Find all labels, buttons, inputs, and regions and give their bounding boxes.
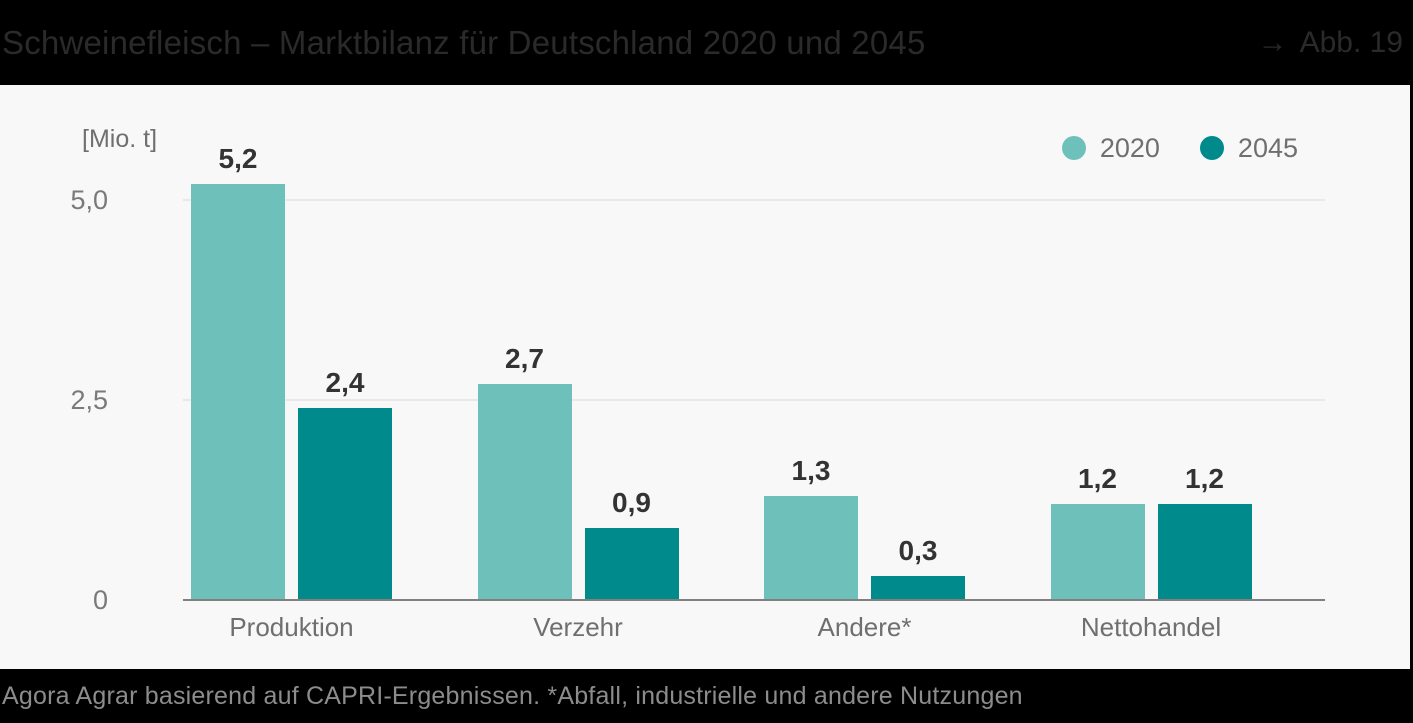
bar-2045-Verzehr bbox=[584, 528, 679, 600]
y-axis-unit-label: [Mio. t] bbox=[82, 125, 158, 153]
bar-value-2020-Andere*: 1,3 bbox=[791, 455, 831, 486]
x-axis-label-Produktion: Produktion bbox=[229, 612, 354, 642]
bar-2020-Andere* bbox=[764, 496, 858, 600]
figure-reference: → Abb. 19 bbox=[1258, 26, 1403, 60]
gridline-5,0 bbox=[183, 199, 1325, 201]
legend-label-2020: 2020 bbox=[1099, 132, 1160, 163]
bar-value-2020-Produktion: 5,2 bbox=[218, 143, 258, 174]
legend-label-2045: 2045 bbox=[1237, 132, 1298, 163]
bar-value-2045-Produktion: 2,4 bbox=[325, 367, 365, 398]
x-axis-label-Nettohandel: Nettohandel bbox=[1080, 612, 1222, 642]
gridline-2,5 bbox=[183, 399, 1325, 401]
bar-2045-Nettohandel bbox=[1157, 504, 1252, 600]
bar-value-2020-Verzehr: 2,7 bbox=[505, 343, 544, 374]
x-axis-label-Verzehr: Verzehr bbox=[533, 612, 623, 642]
footer-bar: Agora Agrar basierend auf CAPRI-Ergebnis… bbox=[0, 669, 1413, 723]
figure-reference-label: Abb. 19 bbox=[1299, 25, 1403, 59]
bar-2020-Produktion bbox=[191, 184, 285, 600]
y-tick-label-0: 0 bbox=[92, 585, 108, 615]
bar-value-2045-Nettohandel: 1,2 bbox=[1185, 463, 1224, 494]
legend-item-2020: 2020 bbox=[1061, 132, 1160, 164]
chart-title: Schweinefleisch – Marktbilanz für Deutsc… bbox=[2, 23, 926, 61]
legend-swatch-icon-2020 bbox=[1061, 136, 1086, 160]
bar-2020-Nettohandel bbox=[1050, 504, 1145, 600]
page-right-border-line bbox=[1410, 0, 1413, 723]
arrow-right-icon: → bbox=[1257, 25, 1288, 59]
bar-value-2045-Andere*: 0,3 bbox=[898, 535, 938, 566]
y-tick-label-5,0: 5,0 bbox=[70, 185, 108, 215]
bar-2045-Produktion bbox=[298, 408, 392, 600]
x-axis-label-Andere*: Andere* bbox=[817, 612, 912, 642]
source-note: Agora Agrar basierend auf CAPRI-Ergebnis… bbox=[2, 681, 1023, 710]
legend-item-2045: 2045 bbox=[1199, 132, 1298, 164]
bar-value-2020-Nettohandel: 1,2 bbox=[1078, 463, 1117, 494]
bar-value-2045-Verzehr: 0,9 bbox=[612, 487, 651, 518]
legend-swatch-icon-2045 bbox=[1199, 136, 1224, 160]
header-bar: Schweinefleisch – Marktbilanz für Deutsc… bbox=[0, 0, 1413, 85]
bar-2020-Verzehr bbox=[477, 384, 572, 600]
y-tick-label-2,5: 2,5 bbox=[70, 385, 108, 415]
bar-2045-Andere* bbox=[871, 576, 965, 600]
chart-legend: 2020 2045 bbox=[1061, 132, 1298, 164]
x-axis-line bbox=[183, 599, 1325, 601]
